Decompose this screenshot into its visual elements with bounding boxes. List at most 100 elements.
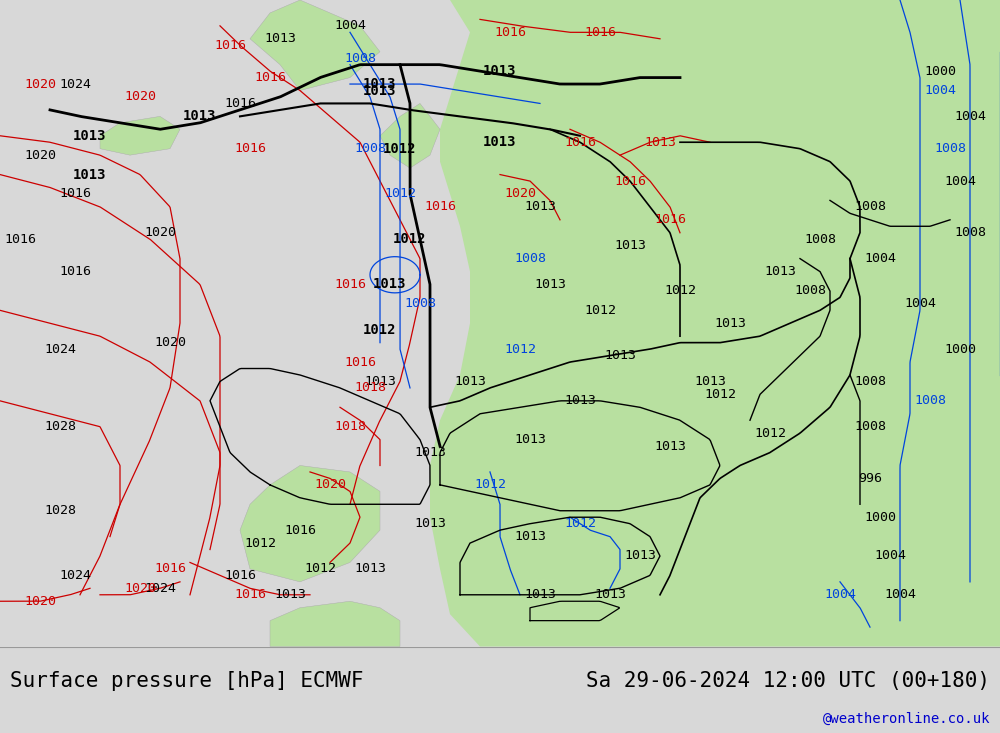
Text: Surface pressure [hPa] ECMWF: Surface pressure [hPa] ECMWF [10,671,364,691]
Text: 1013: 1013 [183,109,217,123]
Text: 1000: 1000 [924,65,956,78]
Text: 1016: 1016 [154,562,186,575]
Text: 1016: 1016 [224,97,256,110]
Polygon shape [380,103,440,168]
Text: 1020: 1020 [154,336,186,349]
Text: 1008: 1008 [794,284,826,298]
Text: 1013: 1013 [594,589,626,601]
Text: 1016: 1016 [654,213,686,226]
Text: 1016: 1016 [494,26,526,39]
Text: 1016: 1016 [59,188,91,200]
Text: 1024: 1024 [144,582,176,594]
Polygon shape [100,117,180,155]
Text: 1028: 1028 [44,420,76,433]
Text: 1008: 1008 [854,420,886,433]
Text: 1016: 1016 [424,200,456,213]
Text: 1024: 1024 [44,342,76,356]
Text: 1012: 1012 [383,141,417,155]
Text: 1004: 1004 [924,84,956,97]
Text: 1012: 1012 [304,562,336,575]
Text: 1018: 1018 [354,381,386,394]
Text: 1020: 1020 [124,90,156,103]
Text: 1016: 1016 [59,265,91,278]
Text: 1013: 1013 [524,589,556,601]
Text: 1020: 1020 [144,226,176,239]
Text: 1020: 1020 [24,149,56,162]
Text: 1013: 1013 [373,278,407,292]
Text: 1020: 1020 [124,582,156,594]
Text: 1018: 1018 [334,420,366,433]
Text: 1008: 1008 [804,232,836,246]
Text: 1012: 1012 [244,537,276,550]
Text: 1012: 1012 [754,427,786,440]
Polygon shape [430,0,1000,647]
Text: 1013: 1013 [604,349,636,362]
Text: 1024: 1024 [59,569,91,582]
Text: 1020: 1020 [504,188,536,200]
Text: 1013: 1013 [364,375,396,388]
Text: 1013: 1013 [614,239,646,252]
Text: Sa 29-06-2024 12:00 UTC (00+180): Sa 29-06-2024 12:00 UTC (00+180) [586,671,990,691]
Text: 1013: 1013 [534,278,566,291]
Text: 1016: 1016 [214,39,246,52]
Text: 1016: 1016 [334,278,366,291]
Text: 1013: 1013 [363,77,397,91]
Text: 1013: 1013 [514,530,546,543]
Text: 1004: 1004 [864,252,896,265]
Text: 1004: 1004 [904,298,936,310]
Text: 1008: 1008 [514,252,546,265]
Text: 1004: 1004 [874,550,906,562]
Polygon shape [240,465,380,582]
Text: 1013: 1013 [483,64,517,78]
Text: 1013: 1013 [654,440,686,452]
Text: 1013: 1013 [524,200,556,213]
Text: 1008: 1008 [404,298,436,310]
Text: 1008: 1008 [934,142,966,155]
Text: 1024: 1024 [59,78,91,91]
Text: 1000: 1000 [944,342,976,356]
Text: 1016: 1016 [564,136,596,149]
Text: 1016: 1016 [254,71,286,84]
Polygon shape [250,0,380,90]
Text: 1016: 1016 [234,142,266,155]
Text: 1013: 1013 [454,375,486,388]
Text: 1012: 1012 [504,342,536,356]
Text: 1013: 1013 [514,433,546,446]
Text: 1012: 1012 [384,188,416,200]
Text: 1013: 1013 [714,317,746,330]
Text: 1004: 1004 [824,589,856,601]
Text: 1020: 1020 [314,479,346,491]
Text: 1012: 1012 [564,517,596,530]
Text: 1008: 1008 [914,394,946,408]
Text: 1013: 1013 [414,446,446,459]
Text: 1012: 1012 [584,303,616,317]
Text: 1013: 1013 [73,168,107,182]
Text: 1008: 1008 [854,200,886,213]
Text: 1008: 1008 [344,52,376,65]
Text: 1012: 1012 [393,232,427,246]
Text: 1020: 1020 [24,594,56,608]
Text: 1012: 1012 [474,479,506,491]
Text: 1013: 1013 [274,589,306,601]
Text: 1013: 1013 [73,129,107,143]
Text: 1028: 1028 [44,504,76,517]
Text: 1000: 1000 [864,511,896,523]
Text: 1004: 1004 [334,19,366,32]
Text: 1004: 1004 [944,174,976,188]
Text: 1013: 1013 [483,135,517,150]
Text: 1008: 1008 [954,226,986,239]
Text: 1012: 1012 [363,323,397,336]
Text: 1012: 1012 [664,284,696,298]
Text: 1013: 1013 [414,517,446,530]
Text: @weatheronline.co.uk: @weatheronline.co.uk [822,712,990,726]
Polygon shape [270,601,400,647]
Text: 1016: 1016 [284,523,316,537]
Text: 1008: 1008 [354,142,386,155]
Text: 1016: 1016 [234,589,266,601]
Text: 1013: 1013 [264,32,296,45]
Text: 1004: 1004 [954,110,986,123]
Text: 1008: 1008 [854,375,886,388]
Text: 996: 996 [858,472,882,485]
Text: 1013: 1013 [564,394,596,408]
Text: 1016: 1016 [4,232,36,246]
